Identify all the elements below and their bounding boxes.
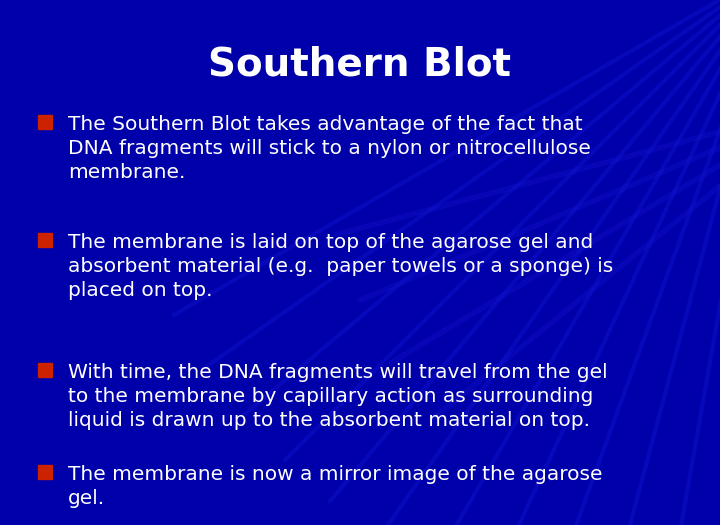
Text: The membrane is laid on top of the agarose gel and
absorbent material (e.g.  pap: The membrane is laid on top of the agaro… [68,233,613,300]
Bar [38,115,52,129]
Text: The membrane is now a mirror image of the agarose
gel.: The membrane is now a mirror image of th… [68,465,603,508]
Bar [38,363,52,377]
Bar [38,465,52,479]
Text: With time, the DNA fragments will travel from the gel
to the membrane by capilla: With time, the DNA fragments will travel… [68,363,608,430]
Text: Southern Blot: Southern Blot [209,45,511,83]
Text: The Southern Blot takes advantage of the fact that
DNA fragments will stick to a: The Southern Blot takes advantage of the… [68,115,591,183]
Bar [38,233,52,247]
